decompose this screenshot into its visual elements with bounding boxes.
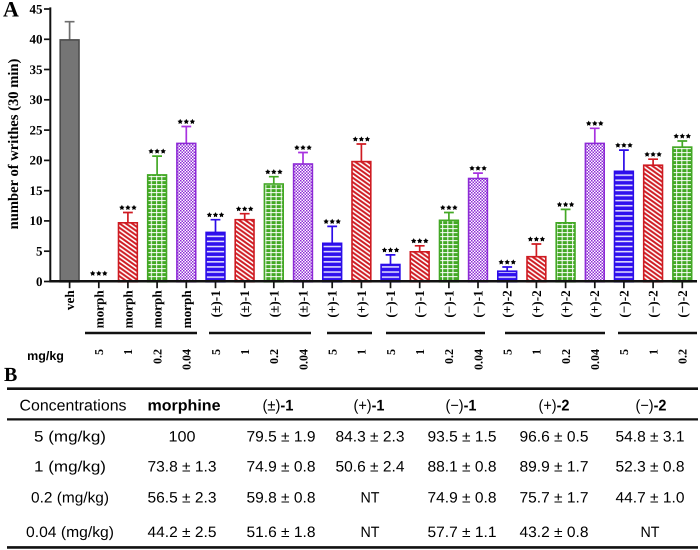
svg-text:(+)-2: (+)-2 (500, 290, 515, 318)
svg-text:(+)-2: (+)-2 (587, 290, 602, 318)
svg-text:(+)-1: (+)-1 (354, 398, 385, 415)
svg-text:10: 10 (30, 213, 43, 228)
svg-text:0.04: 0.04 (471, 349, 485, 370)
svg-text:B: B (4, 364, 17, 386)
svg-text:Concentrations: Concentrations (20, 398, 127, 415)
svg-text:96.6 ± 0.5: 96.6 ± 0.5 (520, 428, 589, 445)
svg-text:1 (mg/kg): 1 (mg/kg) (34, 458, 106, 475)
svg-text:(±)-1: (±)-1 (266, 290, 281, 317)
svg-text:59.8 ± 0.8: 59.8 ± 0.8 (247, 489, 316, 506)
svg-text:(±)-1: (±)-1 (296, 290, 311, 317)
svg-text:5: 5 (326, 349, 340, 355)
svg-text:79.5 ± 1.9: 79.5 ± 1.9 (247, 428, 316, 445)
svg-text:NT: NT (641, 524, 660, 541)
svg-text:51.6 ± 1.8: 51.6 ± 1.8 (247, 524, 316, 541)
svg-text:5: 5 (92, 349, 106, 355)
svg-text:(−)-1: (−)-1 (471, 290, 486, 317)
svg-text:0.2: 0.2 (267, 349, 281, 364)
svg-text:89.9 ± 1.7: 89.9 ± 1.7 (520, 458, 589, 475)
svg-text:morph: morph (91, 290, 106, 329)
svg-text:0.2: 0.2 (676, 349, 690, 364)
svg-text:(+)-2: (+)-2 (529, 290, 544, 318)
svg-text:(−)-1: (−)-1 (412, 290, 427, 317)
svg-text:0.04: 0.04 (180, 349, 194, 370)
svg-text:(+)-2: (+)-2 (539, 398, 570, 415)
svg-text:0.04 (mg/kg): 0.04 (mg/kg) (26, 524, 114, 541)
svg-text:5 (mg/kg): 5 (mg/kg) (34, 428, 106, 445)
svg-text:morph: morph (150, 290, 165, 329)
svg-text:morph: morph (120, 290, 135, 329)
svg-text:84.3 ± 2.3: 84.3 ± 2.3 (336, 428, 405, 445)
svg-text:88.1 ± 0.8: 88.1 ± 0.8 (428, 458, 497, 475)
svg-text:(+)-1: (+)-1 (325, 290, 340, 317)
svg-text:(−)-2: (−)-2 (646, 290, 661, 318)
svg-text:1: 1 (121, 349, 135, 355)
svg-text:35: 35 (30, 62, 44, 77)
svg-text:0.04: 0.04 (296, 349, 310, 370)
svg-text:1: 1 (238, 349, 252, 355)
svg-text:morphine: morphine (148, 398, 221, 415)
svg-text:(−)-1: (−)-1 (383, 290, 398, 317)
svg-text:40: 40 (30, 32, 43, 47)
svg-text:56.5 ± 2.3: 56.5 ± 2.3 (148, 489, 217, 506)
svg-text:74.9 ± 0.8: 74.9 ± 0.8 (247, 458, 316, 475)
svg-text:(±)-1: (±)-1 (237, 290, 252, 317)
svg-text:1: 1 (355, 349, 369, 355)
svg-text:A: A (3, 0, 19, 22)
svg-text:veh: veh (62, 290, 77, 310)
svg-text:NT: NT (361, 489, 380, 506)
svg-text:54.8 ± 3.1: 54.8 ± 3.1 (616, 428, 685, 445)
svg-text:25: 25 (30, 122, 44, 137)
svg-text:morph: morph (179, 290, 194, 329)
svg-text:1: 1 (646, 349, 660, 355)
svg-text:5: 5 (617, 349, 631, 355)
svg-text:73.8 ± 1.3: 73.8 ± 1.3 (148, 458, 217, 475)
svg-text:(±)-1: (±)-1 (208, 290, 223, 317)
svg-text:44.2 ± 2.5: 44.2 ± 2.5 (148, 524, 217, 541)
svg-text:93.5 ± 1.5: 93.5 ± 1.5 (428, 428, 497, 445)
svg-text:43.2 ± 0.8: 43.2 ± 0.8 (520, 524, 589, 541)
svg-text:75.7 ± 1.7: 75.7 ± 1.7 (520, 489, 589, 506)
svg-text:(−)-1: (−)-1 (441, 290, 456, 317)
svg-text:(−)-1: (−)-1 (446, 398, 477, 415)
svg-text:(−)-2: (−)-2 (636, 398, 667, 415)
svg-text:50.6 ± 2.4: 50.6 ± 2.4 (336, 458, 405, 475)
svg-text:74.9 ± 0.8: 74.9 ± 0.8 (428, 489, 497, 506)
svg-text:1: 1 (413, 349, 427, 355)
svg-text:mg/kg: mg/kg (27, 349, 64, 363)
svg-text:1: 1 (530, 349, 544, 355)
svg-text:0.2: 0.2 (559, 349, 573, 364)
svg-text:20: 20 (30, 153, 43, 168)
svg-text:57.7 ± 1.1: 57.7 ± 1.1 (428, 524, 497, 541)
svg-text:5: 5 (36, 244, 43, 259)
svg-text:5: 5 (384, 349, 398, 355)
svg-text:52.3 ± 0.8: 52.3 ± 0.8 (616, 458, 685, 475)
svg-text:45: 45 (30, 1, 44, 16)
svg-text:(+)-2: (+)-2 (558, 290, 573, 318)
svg-text:(−)-2: (−)-2 (616, 290, 631, 318)
svg-text:0: 0 (36, 274, 43, 289)
svg-text:44.7 ± 1.0: 44.7 ± 1.0 (616, 489, 685, 506)
svg-text:(+)-1: (+)-1 (354, 290, 369, 317)
svg-text:5: 5 (501, 349, 515, 355)
svg-text:(−)-2: (−)-2 (675, 290, 690, 318)
svg-text:number of writhes (30 min): number of writhes (30 min) (6, 58, 22, 229)
svg-text:0.2: 0.2 (150, 349, 164, 364)
svg-text:(±)-1: (±)-1 (263, 398, 294, 415)
svg-text:0.2 (mg/kg): 0.2 (mg/kg) (31, 489, 109, 506)
svg-text:NT: NT (361, 524, 380, 541)
svg-text:5: 5 (209, 349, 223, 355)
svg-text:0.04: 0.04 (588, 349, 602, 370)
svg-text:0.2: 0.2 (442, 349, 456, 364)
svg-text:100: 100 (169, 428, 196, 445)
svg-text:15: 15 (30, 183, 44, 198)
svg-text:30: 30 (30, 92, 43, 107)
